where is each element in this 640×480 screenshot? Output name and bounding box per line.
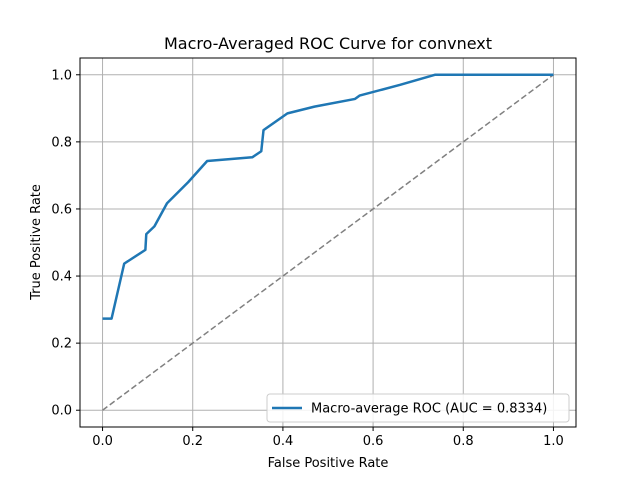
x-tick-label: 0.0 xyxy=(92,434,113,449)
chart-title: Macro-Averaged ROC Curve for convnext xyxy=(164,34,492,53)
y-tick-label: 0.6 xyxy=(51,202,72,217)
x-tick-label: 0.6 xyxy=(363,434,384,449)
legend-box xyxy=(266,393,570,423)
y-tick-label: 0.2 xyxy=(51,337,72,352)
y-tick-label: 0.4 xyxy=(51,270,72,285)
series-layer xyxy=(102,73,554,411)
x-tick-label: 1.0 xyxy=(543,434,564,449)
plot-frame xyxy=(79,57,577,428)
x-tick-label: 0.4 xyxy=(273,434,294,449)
legend-label: Macro-average ROC (AUC = 0.8334) xyxy=(311,402,547,417)
x-tick-label: 0.2 xyxy=(182,434,203,449)
chance-diagonal-line xyxy=(102,74,554,411)
y-tick-label: 1.0 xyxy=(51,68,72,83)
grid xyxy=(80,58,576,427)
legend: Macro-average ROC (AUC = 0.8334) xyxy=(266,393,570,423)
x-axis-label: False Positive Rate xyxy=(268,456,389,471)
y-tick-label: 0.0 xyxy=(51,404,72,419)
y-axis-label: True Positive Rate xyxy=(29,184,44,301)
ticks: 0.0 0.2 0.4 0.6 0.8 1.0 0.0 0.2 0.4 0.6 0.8 1.0 xyxy=(51,68,563,449)
macro-roc-line xyxy=(102,73,554,320)
y-tick-label: 0.8 xyxy=(51,135,72,150)
x-tick-label: 0.8 xyxy=(453,434,474,449)
